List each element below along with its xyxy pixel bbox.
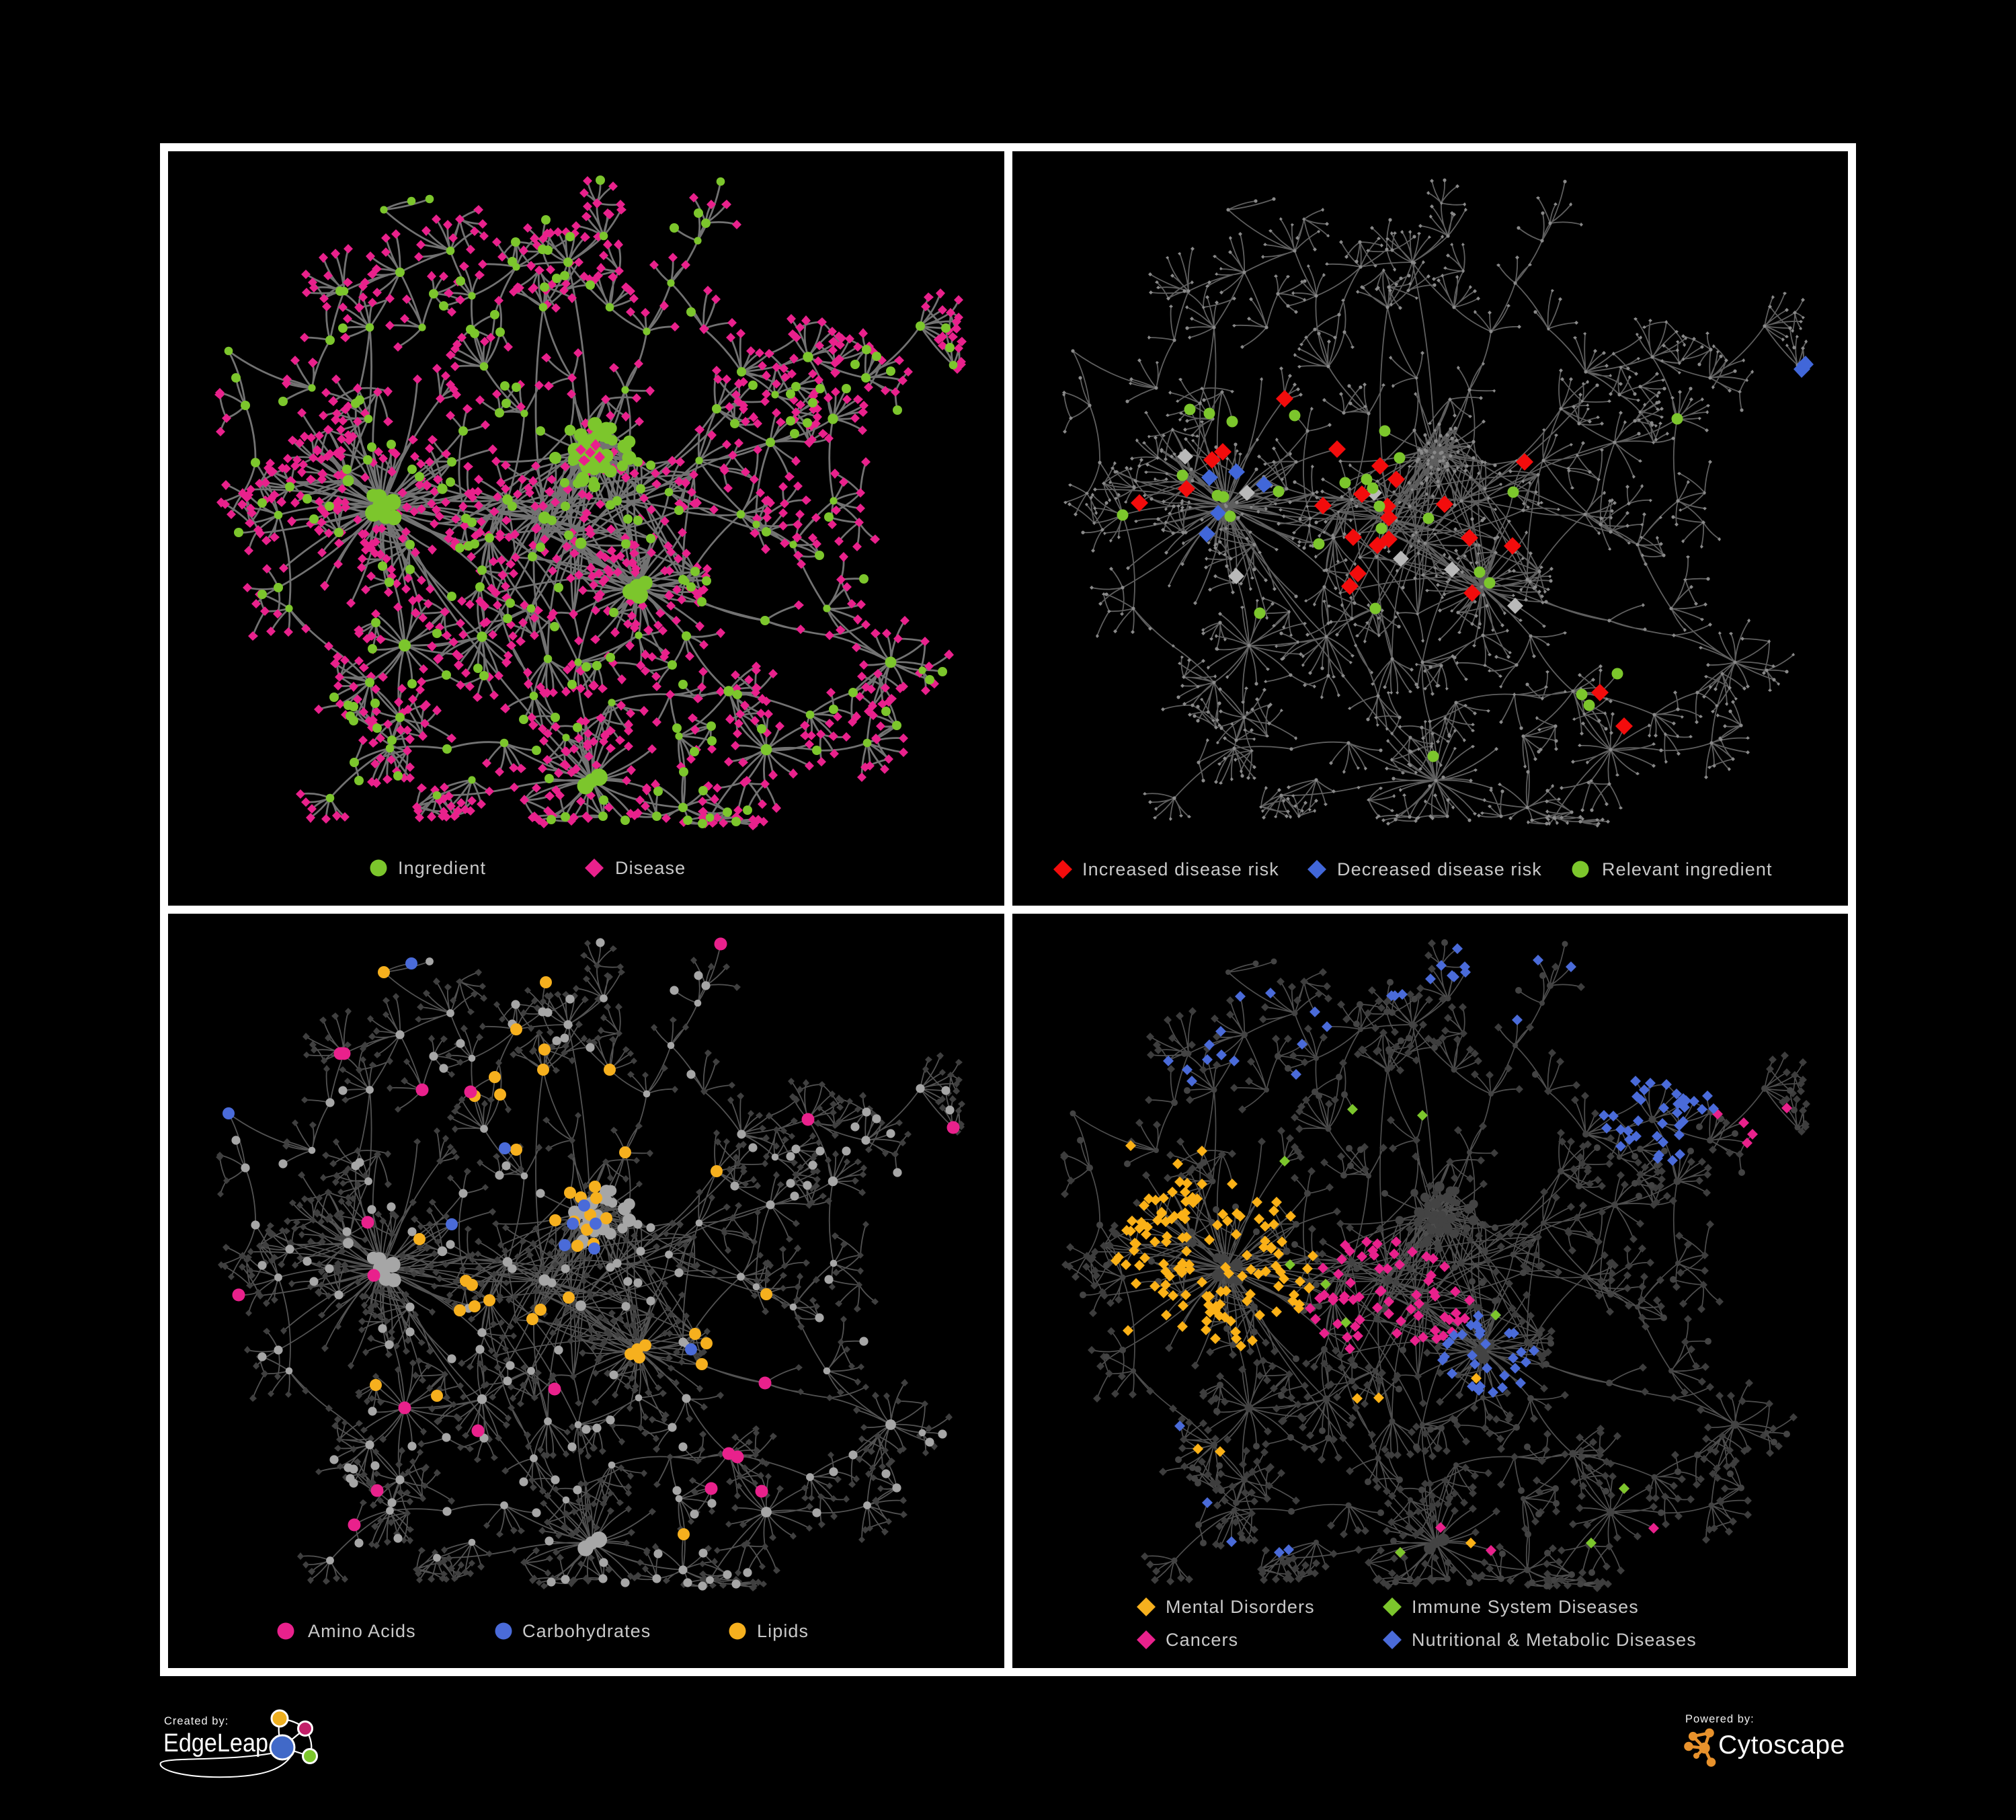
svg-text:Created by:: Created by: bbox=[164, 1715, 229, 1727]
svg-text:Ingredient: Ingredient bbox=[398, 858, 486, 878]
svg-text:Decreased disease risk: Decreased disease risk bbox=[1337, 859, 1542, 879]
svg-text:Cancers: Cancers bbox=[1166, 1630, 1238, 1650]
svg-text:Mental Disorders: Mental Disorders bbox=[1166, 1597, 1315, 1617]
svg-text:Increased disease risk: Increased disease risk bbox=[1082, 859, 1279, 879]
svg-text:Amino Acids: Amino Acids bbox=[308, 1621, 416, 1641]
svg-text:Lipids: Lipids bbox=[757, 1621, 809, 1641]
svg-text:Cytoscape: Cytoscape bbox=[1718, 1731, 1845, 1759]
svg-text:Disease: Disease bbox=[615, 858, 686, 878]
svg-text:Powered by:: Powered by: bbox=[1685, 1713, 1755, 1725]
svg-text:Immune System Diseases: Immune System Diseases bbox=[1412, 1597, 1639, 1617]
svg-text:Relevant ingredient: Relevant ingredient bbox=[1602, 859, 1773, 879]
svg-text:Carbohydrates: Carbohydrates bbox=[522, 1621, 651, 1641]
svg-text:Nutritional & Metabolic Diseas: Nutritional & Metabolic Diseases bbox=[1412, 1630, 1697, 1650]
svg-text:EdgeLeap: EdgeLeap bbox=[163, 1729, 268, 1757]
